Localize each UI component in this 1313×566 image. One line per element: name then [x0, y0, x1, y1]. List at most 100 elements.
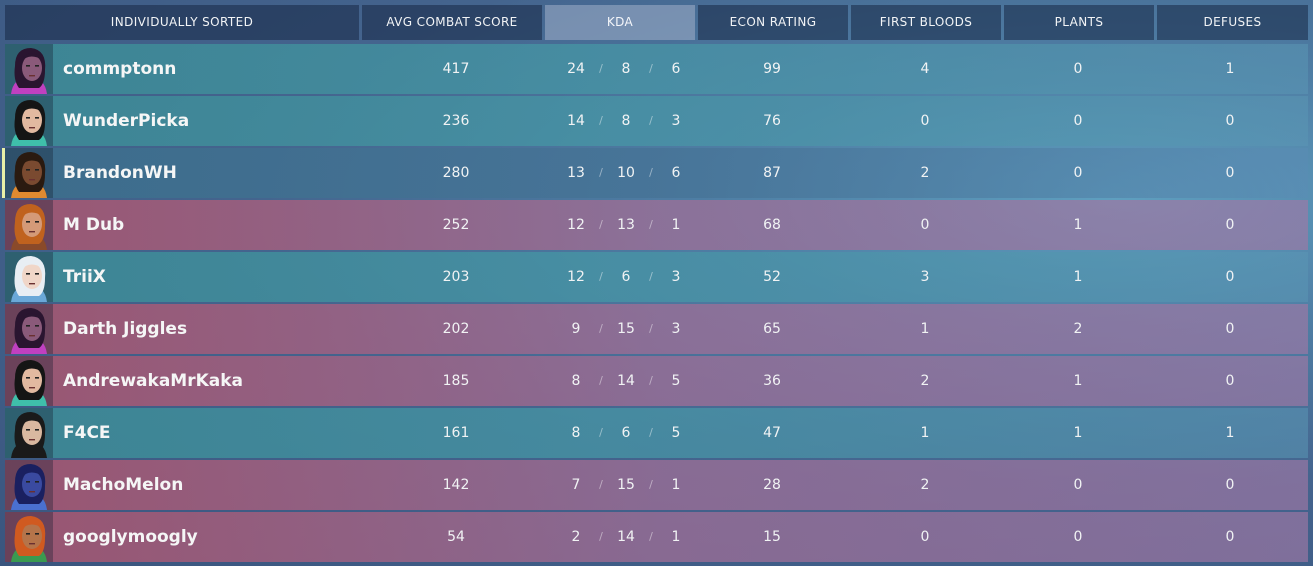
player-row[interactable]: WunderPicka 236 14 / 8 / 3 76 0 0 0 — [5, 96, 1308, 146]
defuses: 0 — [1225, 165, 1235, 181]
player-row[interactable]: M Dub 252 12 / 13 / 1 68 0 1 0 — [5, 200, 1308, 250]
econ-rating: 15 — [763, 529, 781, 545]
plants: 0 — [1073, 165, 1083, 181]
first-bloods: 2 — [920, 373, 930, 389]
kills: 24 — [567, 61, 585, 77]
column-header-avg-combat-score[interactable]: AVG COMBAT SCORE — [362, 5, 542, 40]
kda-separator: / — [599, 270, 603, 283]
player-row[interactable]: AndrewakaMrKaka 185 8 / 14 / 5 36 2 1 0 — [5, 356, 1308, 406]
avg-combat-score: 54 — [447, 529, 465, 545]
kills: 12 — [567, 217, 585, 233]
first-bloods: 0 — [920, 217, 930, 233]
assists: 6 — [671, 165, 681, 181]
kda-separator: / — [599, 426, 603, 439]
kda-separator: / — [649, 530, 653, 543]
player-name[interactable]: MachoMelon — [63, 475, 184, 495]
first-bloods: 1 — [920, 321, 930, 337]
kills: 13 — [567, 165, 585, 181]
first-bloods: 0 — [920, 113, 930, 129]
brimstone-agent-icon — [5, 200, 53, 250]
kda-separator: / — [599, 322, 603, 335]
kda-separator: / — [649, 114, 653, 127]
kills: 8 — [571, 425, 581, 441]
plants: 1 — [1073, 269, 1083, 285]
deaths: 14 — [617, 373, 635, 389]
defuses: 0 — [1225, 269, 1235, 285]
player-row[interactable]: Darth Jiggles 202 9 / 15 / 3 65 1 2 0 — [5, 304, 1308, 354]
player-row[interactable]: commptonn 417 24 / 8 / 6 99 4 0 1 — [5, 44, 1308, 94]
assists: 3 — [671, 269, 681, 285]
deaths: 6 — [621, 269, 631, 285]
sage-agent-icon — [5, 96, 53, 146]
player-name[interactable]: TriiX — [63, 267, 106, 287]
kda-separator: / — [649, 322, 653, 335]
kills: 9 — [571, 321, 581, 337]
plants: 1 — [1073, 217, 1083, 233]
column-header-individually-sorted[interactable]: INDIVIDUALLY SORTED — [5, 5, 359, 40]
column-header-defuses[interactable]: DEFUSES — [1157, 5, 1308, 40]
kda-separator: / — [649, 426, 653, 439]
player-row[interactable]: TriiX 203 12 / 6 / 3 52 3 1 0 — [5, 252, 1308, 302]
deaths: 13 — [617, 217, 635, 233]
assists: 1 — [671, 217, 681, 233]
player-row[interactable]: MachoMelon 142 7 / 15 / 1 28 2 0 0 — [5, 460, 1308, 510]
player-name[interactable]: WunderPicka — [63, 111, 190, 131]
econ-rating: 68 — [763, 217, 781, 233]
avg-combat-score: 236 — [442, 113, 470, 129]
econ-rating: 52 — [763, 269, 781, 285]
deaths: 14 — [617, 529, 635, 545]
player-row[interactable]: googlymoogly 54 2 / 14 / 1 15 0 0 0 — [5, 512, 1308, 562]
player-name[interactable]: Darth Jiggles — [63, 319, 188, 339]
avg-combat-score: 203 — [442, 269, 470, 285]
kda-separator: / — [649, 62, 653, 75]
first-bloods: 4 — [920, 61, 930, 77]
player-name[interactable]: commptonn — [63, 59, 177, 79]
self-indicator — [2, 148, 5, 198]
plants: 0 — [1073, 477, 1083, 493]
avg-combat-score: 202 — [442, 321, 470, 337]
first-bloods: 2 — [920, 165, 930, 181]
kda-separator: / — [599, 166, 603, 179]
avg-combat-score: 185 — [442, 373, 470, 389]
deaths: 8 — [621, 61, 631, 77]
viper-agent-icon — [5, 408, 53, 458]
player-row[interactable]: BrandonWH 280 13 / 10 / 6 87 2 0 0 — [2, 148, 1308, 198]
player-name[interactable]: BrandonWH — [63, 163, 177, 183]
kda-separator: / — [649, 478, 653, 491]
assists: 5 — [671, 425, 681, 441]
assists: 5 — [671, 373, 681, 389]
player-name[interactable]: M Dub — [63, 215, 125, 235]
plants: 0 — [1073, 529, 1083, 545]
kills: 8 — [571, 373, 581, 389]
econ-rating: 76 — [763, 113, 781, 129]
kda-separator: / — [599, 62, 603, 75]
jett-agent-icon — [5, 252, 53, 302]
kda-separator: / — [599, 478, 603, 491]
defuses: 1 — [1225, 61, 1235, 77]
omen-agent-icon — [5, 460, 53, 510]
econ-rating: 28 — [763, 477, 781, 493]
column-header-first-bloods[interactable]: FIRST BLOODS — [851, 5, 1001, 40]
column-header-econ-rating[interactable]: ECON RATING — [698, 5, 848, 40]
player-name[interactable]: AndrewakaMrKaka — [63, 371, 244, 391]
avg-combat-score: 252 — [442, 217, 470, 233]
assists: 1 — [671, 477, 681, 493]
kills: 7 — [571, 477, 581, 493]
plants: 1 — [1073, 373, 1083, 389]
kills: 2 — [571, 529, 581, 545]
plants: 0 — [1073, 61, 1083, 77]
player-row[interactable]: F4CE 161 8 / 6 / 5 47 1 1 1 — [5, 408, 1308, 458]
econ-rating: 36 — [763, 373, 781, 389]
defuses: 0 — [1225, 529, 1235, 545]
deaths: 6 — [621, 425, 631, 441]
defuses: 1 — [1225, 425, 1235, 441]
column-header-kda[interactable]: KDA — [545, 5, 695, 40]
kda-separator: / — [599, 114, 603, 127]
player-name[interactable]: F4CE — [63, 423, 111, 443]
defuses: 0 — [1225, 321, 1235, 337]
phoenix-agent-icon — [5, 148, 53, 198]
column-header-plants[interactable]: PLANTS — [1004, 5, 1154, 40]
kda-separator: / — [649, 270, 653, 283]
kda-separator: / — [649, 374, 653, 387]
player-name[interactable]: googlymoogly — [63, 527, 198, 547]
